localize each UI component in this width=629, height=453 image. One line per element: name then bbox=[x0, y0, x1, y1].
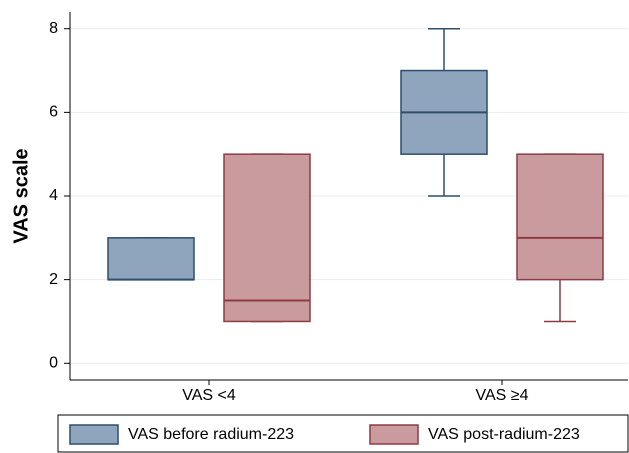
x-tick-label: VAS ≥4 bbox=[476, 387, 529, 404]
box bbox=[107, 237, 195, 281]
box bbox=[223, 153, 311, 323]
y-axis-title: VAS scale bbox=[10, 148, 32, 243]
y-tick-label: 6 bbox=[49, 104, 58, 121]
legend-label: VAS post-radium-223 bbox=[428, 426, 580, 443]
box bbox=[516, 153, 604, 281]
legend-frame bbox=[57, 414, 629, 453]
y-tick-label: 2 bbox=[49, 271, 58, 288]
x-tick-label: VAS <4 bbox=[182, 387, 236, 404]
legend-label: VAS before radium-223 bbox=[128, 426, 294, 443]
y-tick-label: 0 bbox=[49, 354, 58, 371]
legend-swatch bbox=[69, 424, 119, 445]
y-tick-label: 4 bbox=[49, 187, 58, 204]
legend-swatch bbox=[369, 424, 419, 445]
y-tick-label: 8 bbox=[49, 20, 58, 37]
